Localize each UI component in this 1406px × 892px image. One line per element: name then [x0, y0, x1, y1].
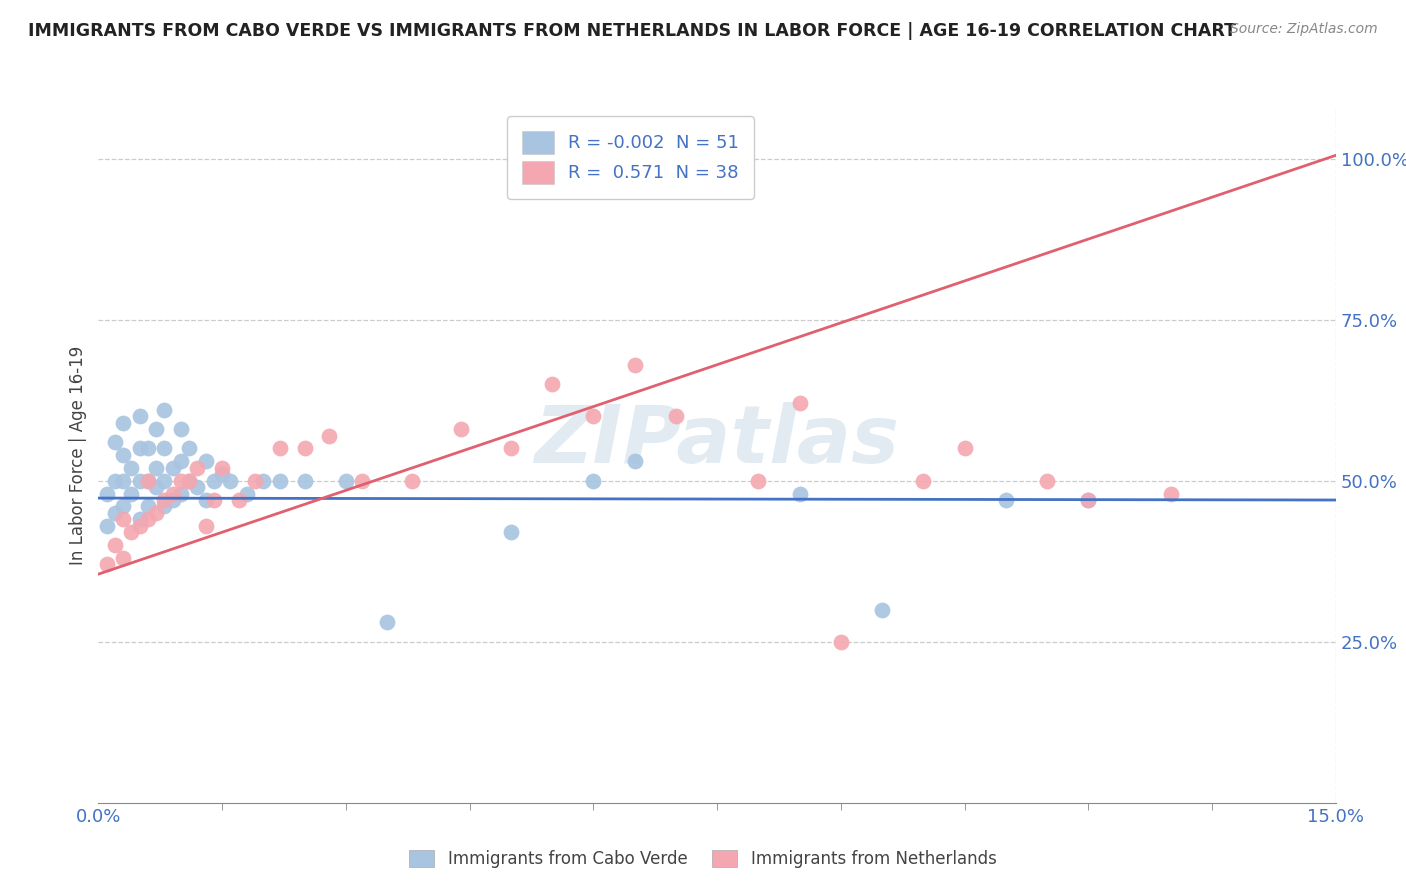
Point [104, 506, 127, 520]
Point [104, 474, 127, 488]
Point [145, 506, 167, 520]
Point [153, 500, 176, 514]
Point [194, 493, 217, 508]
Point [136, 442, 159, 456]
Point [623, 454, 645, 468]
Y-axis label: In Labor Force | Age 16-19: In Labor Force | Age 16-19 [69, 345, 87, 565]
Point [830, 634, 852, 648]
Point [1160, 486, 1182, 500]
Point [335, 474, 357, 488]
Point [128, 518, 150, 533]
Point [170, 454, 193, 468]
Text: Source: ZipAtlas.com: Source: ZipAtlas.com [1230, 22, 1378, 37]
Point [179, 474, 201, 488]
Point [541, 377, 564, 392]
Point [120, 525, 142, 540]
Point [243, 474, 266, 488]
Point [194, 454, 217, 468]
Point [186, 480, 208, 494]
Point [136, 474, 159, 488]
Point [912, 474, 935, 488]
Point [145, 480, 167, 494]
Point [128, 409, 150, 424]
Point [582, 409, 605, 424]
Point [202, 493, 225, 508]
Text: IMMIGRANTS FROM CABO VERDE VS IMMIGRANTS FROM NETHERLANDS IN LABOR FORCE | AGE 1: IMMIGRANTS FROM CABO VERDE VS IMMIGRANTS… [28, 22, 1236, 40]
Point [870, 602, 893, 616]
Point [112, 474, 135, 488]
Point [747, 474, 769, 488]
Point [582, 474, 605, 488]
Point [136, 500, 159, 514]
Point [318, 428, 340, 442]
Point [252, 474, 274, 488]
Point [96, 558, 118, 572]
Point [219, 474, 242, 488]
Point [120, 460, 142, 475]
Point [170, 486, 193, 500]
Point [104, 435, 127, 450]
Point [294, 474, 316, 488]
Point [112, 500, 135, 514]
Point [145, 460, 167, 475]
Point [994, 493, 1017, 508]
Point [170, 474, 193, 488]
Point [499, 442, 522, 456]
Point [665, 409, 688, 424]
Point [153, 442, 176, 456]
Point [401, 474, 423, 488]
Point [179, 442, 201, 456]
Text: ZIPatlas: ZIPatlas [534, 402, 900, 480]
Point [269, 474, 291, 488]
Point [120, 486, 142, 500]
Point [153, 402, 176, 417]
Point [1077, 493, 1099, 508]
Point [211, 460, 233, 475]
Point [789, 486, 811, 500]
Point [789, 396, 811, 410]
Point [128, 442, 150, 456]
Point [1077, 493, 1099, 508]
Point [179, 474, 201, 488]
Point [112, 416, 135, 430]
Point [1036, 474, 1059, 488]
Point [211, 467, 233, 482]
Point [499, 525, 522, 540]
Point [953, 442, 976, 456]
Point [162, 460, 184, 475]
Point [112, 448, 135, 462]
Point [104, 538, 127, 552]
Point [112, 551, 135, 566]
Point [96, 486, 118, 500]
Legend: R = -0.002  N = 51, R =  0.571  N = 38: R = -0.002 N = 51, R = 0.571 N = 38 [508, 116, 754, 199]
Point [153, 493, 176, 508]
Point [162, 493, 184, 508]
Point [202, 474, 225, 488]
Point [186, 460, 208, 475]
Point [145, 422, 167, 436]
Point [228, 493, 250, 508]
Point [136, 512, 159, 526]
Point [269, 442, 291, 456]
Point [96, 518, 118, 533]
Point [170, 422, 193, 436]
Point [352, 474, 374, 488]
Point [128, 474, 150, 488]
Point [136, 474, 159, 488]
Point [294, 442, 316, 456]
Point [236, 486, 259, 500]
Point [194, 518, 217, 533]
Point [112, 512, 135, 526]
Legend: Immigrants from Cabo Verde, Immigrants from Netherlands: Immigrants from Cabo Verde, Immigrants f… [402, 843, 1004, 875]
Point [153, 474, 176, 488]
Point [450, 422, 472, 436]
Point [623, 358, 645, 372]
Point [128, 512, 150, 526]
Point [162, 486, 184, 500]
Point [375, 615, 398, 630]
